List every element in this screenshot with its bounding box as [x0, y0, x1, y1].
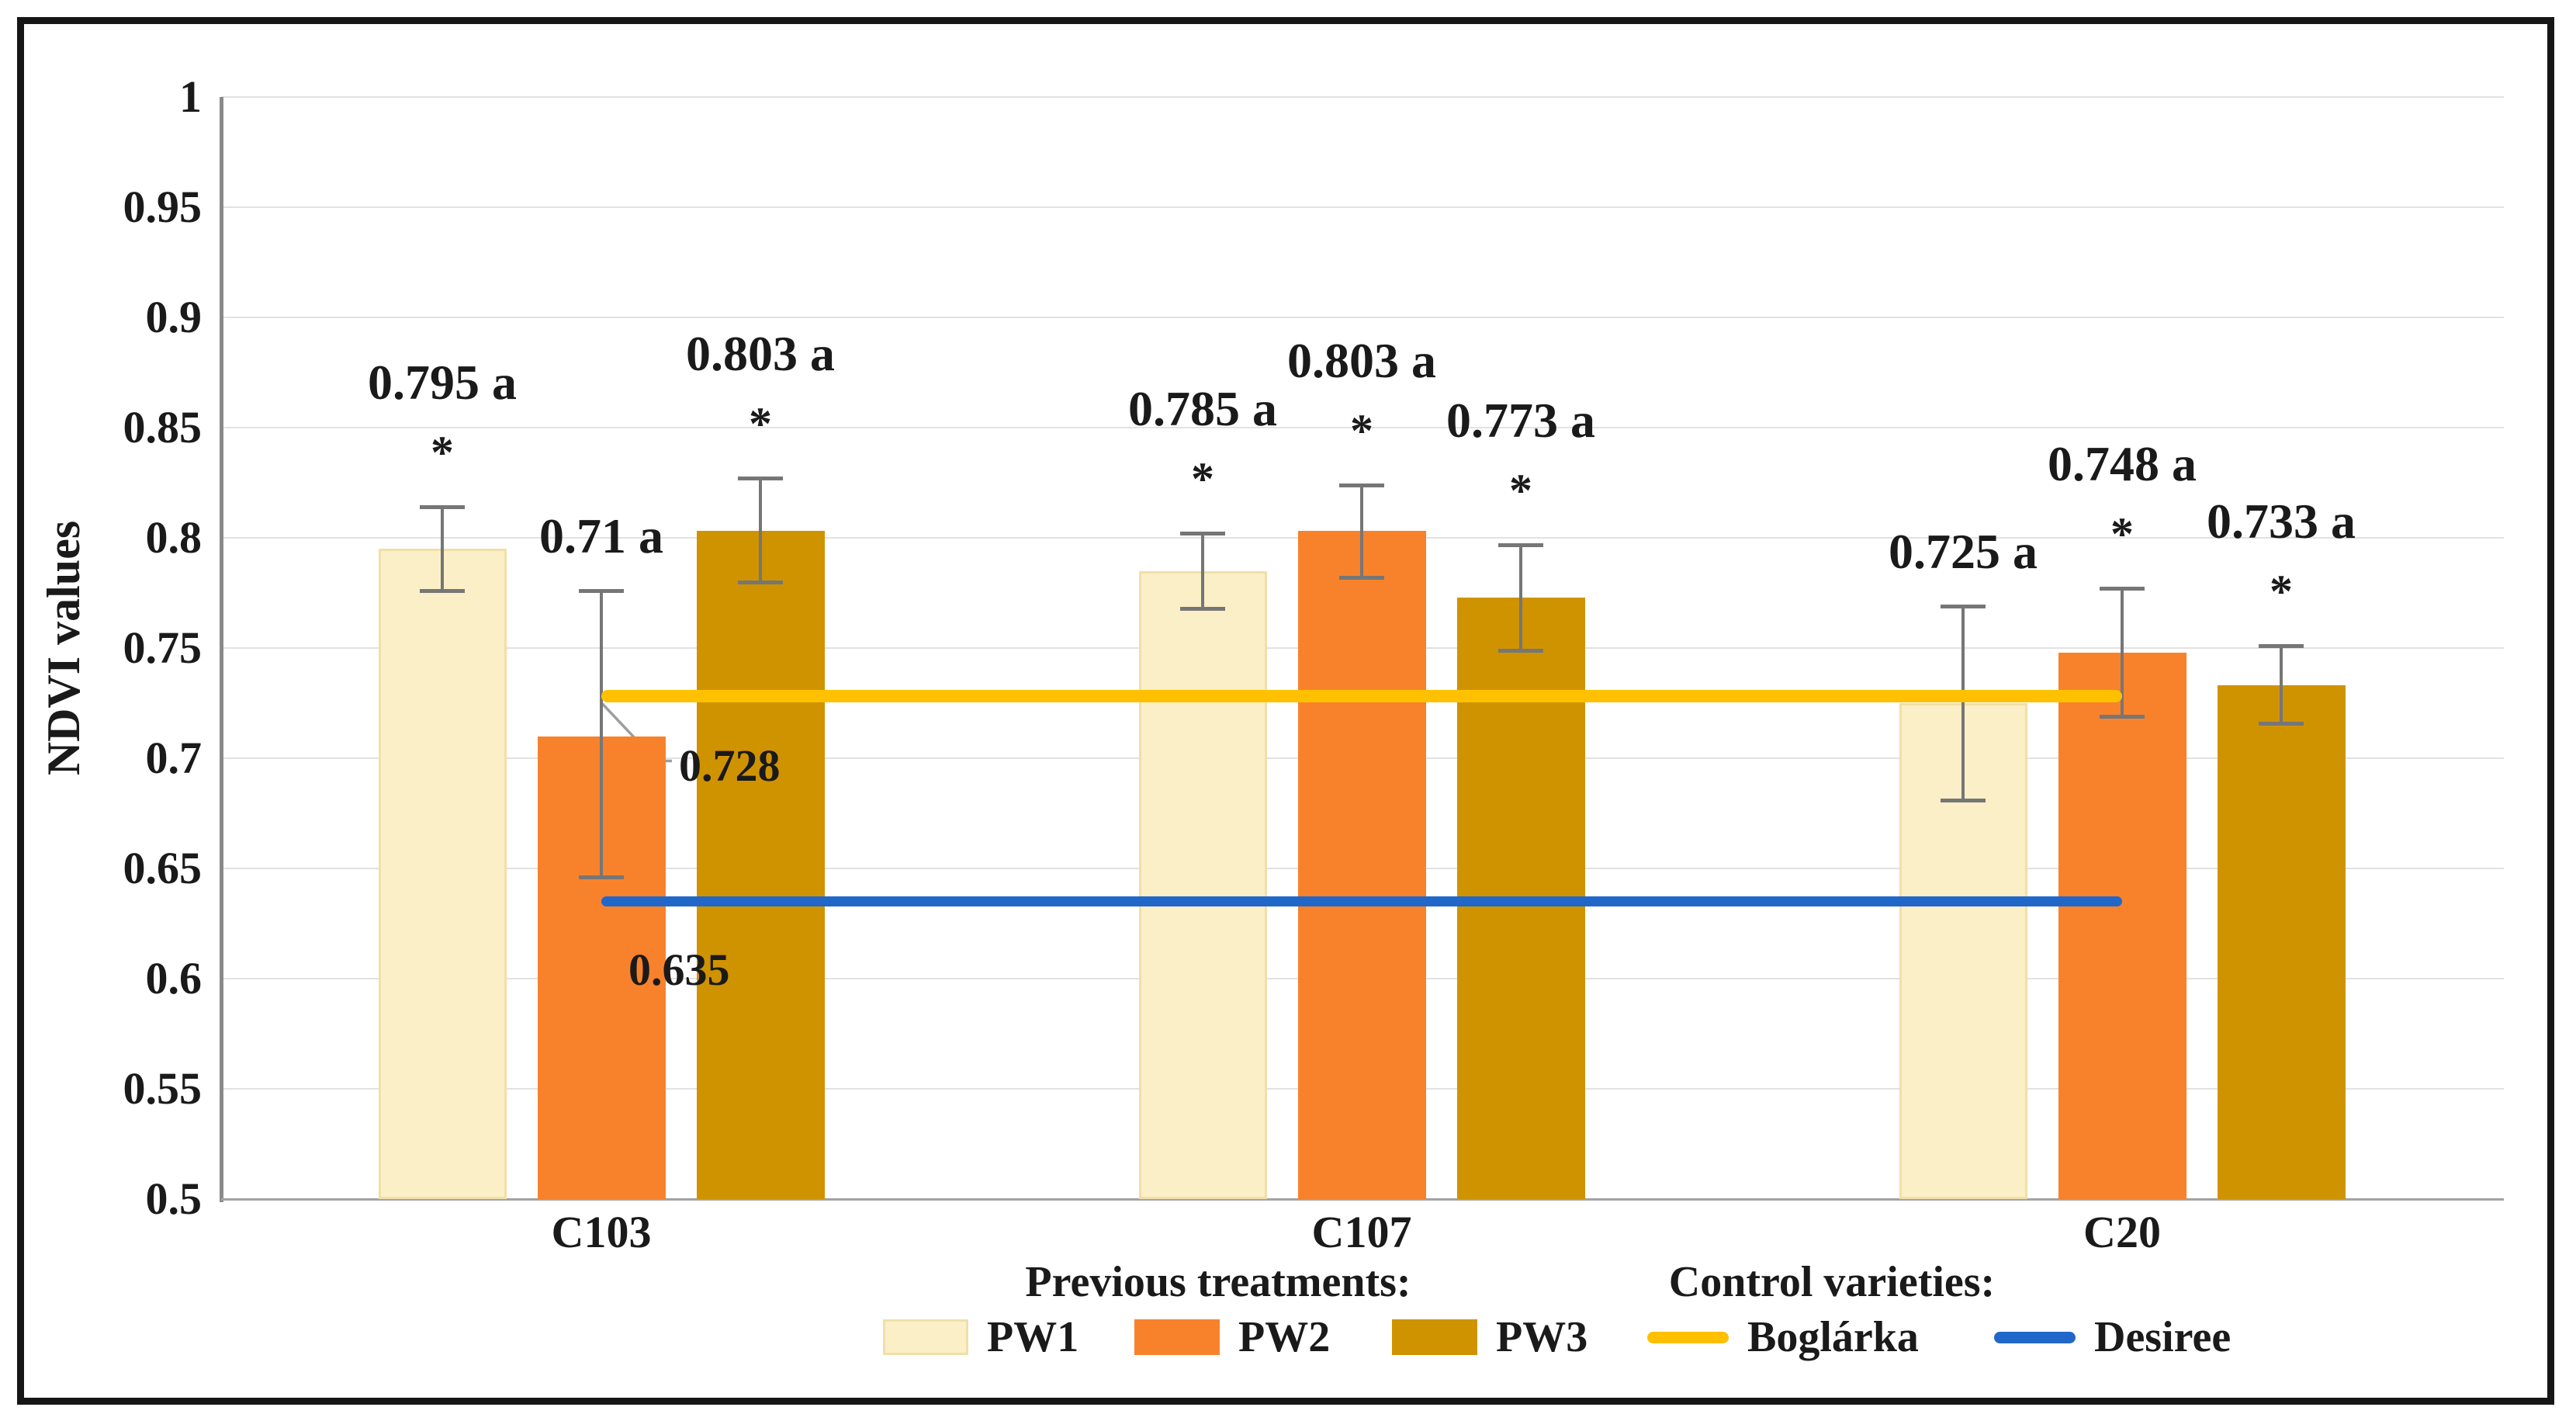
bar-c107-pw2 — [1297, 531, 1426, 1199]
significance-asterisk-c20-pw3: * — [2270, 566, 2293, 618]
gridline — [221, 96, 2504, 98]
error-bar-c103-pw1 — [441, 507, 444, 591]
control-line-value-label-desiree: 0.635 — [628, 944, 730, 995]
error-bar-c107-pw3 — [1519, 544, 1522, 650]
legend-item-pw3: PW3 — [1392, 1315, 1587, 1359]
error-bar-cap-bottom-c103-pw3 — [738, 580, 783, 584]
significance-asterisk-c107-pw3: * — [1509, 464, 1532, 516]
legend-header-controls: Control varieties: — [1668, 1258, 1996, 1306]
error-bar-c103-pw3 — [759, 478, 762, 582]
legend-label-desiree: Desiree — [2094, 1313, 2231, 1361]
legend-swatch-pw1 — [883, 1319, 968, 1355]
y-tick-label: 0.8 — [145, 512, 203, 563]
error-bar-cap-top-c20-pw1 — [1941, 605, 1986, 609]
significance-asterisk-c20-pw2: * — [2110, 508, 2134, 560]
error-bar-cap-top-c107-pw1 — [1180, 532, 1225, 536]
y-tick-label: 0.55 — [123, 1063, 203, 1114]
error-bar-cap-bottom-c20-pw2 — [2100, 715, 2145, 719]
error-bar-cap-top-c103-pw1 — [420, 505, 465, 510]
error-bar-cap-top-c20-pw3 — [2259, 644, 2304, 649]
bar-c103-pw3 — [696, 531, 825, 1199]
legend-swatch-pw2 — [1134, 1319, 1220, 1355]
y-tick-label: 0.7 — [145, 733, 203, 783]
gridline — [221, 317, 2504, 318]
y-axis-title: NDVI values — [38, 520, 89, 776]
error-bar-c20-pw1 — [1961, 606, 1965, 800]
y-tick-label: 0.5 — [145, 1173, 203, 1224]
value-label-c107-pw3: 0.773 a — [1446, 392, 1595, 448]
legend-label-pw3: PW3 — [1496, 1313, 1588, 1361]
control-line-boglrka — [601, 690, 2122, 703]
error-bar-cap-bottom-c107-pw3 — [1498, 648, 1543, 653]
error-bar-cap-bottom-c107-pw2 — [1339, 576, 1384, 581]
y-tick-label: 0.6 — [145, 953, 203, 1003]
error-bar-cap-top-c103-pw3 — [738, 477, 783, 481]
significance-asterisk-c103-pw3: * — [749, 398, 772, 450]
significance-asterisk-c107-pw2: * — [1350, 404, 1373, 456]
error-bar-cap-bottom-c107-pw1 — [1180, 606, 1225, 611]
category-label-c103: C103 — [551, 1207, 652, 1257]
bar-c20-pw2 — [2058, 652, 2186, 1199]
y-tick-label: 0.9 — [145, 292, 203, 342]
significance-asterisk-c103-pw1: * — [431, 427, 454, 479]
error-bar-cap-top-c107-pw3 — [1498, 542, 1543, 547]
legend-item-pw2: PW2 — [1134, 1315, 1330, 1359]
error-bar-cap-bottom-c20-pw1 — [1941, 798, 1986, 802]
error-bar-cap-top-c107-pw2 — [1339, 483, 1384, 487]
value-label-c103-pw1: 0.795 a — [368, 355, 517, 411]
significance-asterisk-c107-pw1: * — [1191, 453, 1214, 505]
value-label-c20-pw1: 0.725 a — [1889, 524, 2038, 580]
gridline — [221, 206, 2504, 208]
error-bar-cap-bottom-c103-pw2 — [579, 875, 624, 880]
y-axis-line — [220, 97, 223, 1202]
legend-line-swatch-desiree — [1994, 1331, 2076, 1343]
x-axis-line — [221, 1198, 2504, 1201]
category-label-c107: C107 — [1311, 1207, 1412, 1257]
error-bar-c103-pw2 — [600, 591, 603, 878]
value-label-c20-pw3: 0.733 a — [2207, 494, 2356, 549]
error-bar-c107-pw2 — [1360, 484, 1363, 578]
value-label-c103-pw2: 0.71 a — [539, 508, 663, 564]
legend-item-desiree: Desiree — [1994, 1315, 2231, 1359]
bar-c20-pw3 — [2217, 685, 2346, 1199]
control-line-desiree — [601, 896, 2122, 907]
y-tick-label: 0.85 — [123, 402, 203, 452]
category-label-c20: C20 — [2083, 1207, 2161, 1257]
error-bar-cap-bottom-c103-pw1 — [420, 589, 465, 594]
legend-item-pw1: PW1 — [883, 1315, 1079, 1359]
error-bar-cap-top-c103-pw2 — [579, 589, 624, 594]
y-tick-label: 0.65 — [123, 843, 203, 893]
bar-c107-pw1 — [1138, 570, 1267, 1199]
value-label-c103-pw3: 0.803 a — [686, 326, 835, 382]
y-tick-label: 0.95 — [123, 182, 203, 232]
error-bar-c107-pw1 — [1201, 533, 1204, 608]
value-label-c107-pw1: 0.785 a — [1128, 381, 1277, 437]
value-label-c107-pw2: 0.803 a — [1287, 332, 1436, 388]
value-label-c20-pw2: 0.748 a — [2048, 436, 2197, 492]
gridline — [221, 427, 2504, 428]
legend-label-pw2: PW2 — [1238, 1313, 1331, 1361]
legend-label-boglrka: Boglárka — [1747, 1313, 1919, 1361]
legend-item-boglrka: Boglárka — [1647, 1315, 1919, 1359]
legend-swatch-pw3 — [1392, 1319, 1477, 1355]
error-bar-cap-top-c20-pw2 — [2100, 587, 2145, 591]
legend-header-treatments: Previous treatments: — [1025, 1258, 1411, 1306]
legend-line-swatch-boglrka — [1647, 1331, 1729, 1343]
control-line-value-label-boglarka: 0.728 — [679, 740, 781, 792]
error-bar-c20-pw3 — [2280, 646, 2283, 723]
y-tick-label: 0.75 — [123, 622, 203, 673]
error-bar-c20-pw2 — [2121, 588, 2124, 717]
bar-c103-pw1 — [378, 549, 507, 1199]
error-bar-cap-bottom-c20-pw3 — [2259, 721, 2304, 726]
y-tick-label: 1 — [179, 71, 202, 122]
legend-label-pw1: PW1 — [987, 1313, 1079, 1361]
